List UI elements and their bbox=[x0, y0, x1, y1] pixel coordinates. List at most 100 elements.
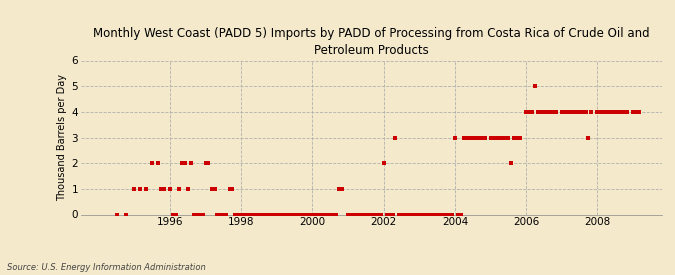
Point bbox=[586, 110, 597, 114]
Point bbox=[390, 135, 401, 140]
Point bbox=[194, 212, 205, 217]
Point bbox=[280, 212, 291, 217]
Point bbox=[354, 212, 365, 217]
Point bbox=[414, 212, 425, 217]
Point bbox=[500, 135, 511, 140]
Point bbox=[545, 110, 556, 114]
Point bbox=[426, 212, 437, 217]
Point bbox=[420, 212, 431, 217]
Point bbox=[506, 161, 516, 165]
Point bbox=[245, 212, 256, 217]
Point bbox=[616, 110, 626, 114]
Point bbox=[313, 212, 324, 217]
Point bbox=[630, 110, 641, 114]
Point bbox=[207, 187, 217, 191]
Point bbox=[265, 212, 276, 217]
Point bbox=[447, 212, 458, 217]
Point bbox=[304, 212, 315, 217]
Point bbox=[277, 212, 288, 217]
Point bbox=[503, 135, 514, 140]
Point bbox=[182, 187, 193, 191]
Point bbox=[180, 161, 190, 165]
Point bbox=[221, 212, 232, 217]
Point bbox=[188, 212, 199, 217]
Point bbox=[512, 135, 522, 140]
Point bbox=[405, 212, 416, 217]
Point bbox=[429, 212, 439, 217]
Title: Monthly West Coast (PADD 5) Imports by PADD of Processing from Costa Rica of Cru: Monthly West Coast (PADD 5) Imports by P… bbox=[93, 27, 649, 57]
Point bbox=[352, 212, 362, 217]
Point bbox=[322, 212, 333, 217]
Point bbox=[316, 212, 327, 217]
Point bbox=[248, 212, 259, 217]
Point bbox=[129, 187, 140, 191]
Point bbox=[536, 110, 547, 114]
Point bbox=[539, 110, 549, 114]
Point bbox=[580, 110, 591, 114]
Point bbox=[378, 161, 389, 165]
Point bbox=[360, 212, 371, 217]
Point bbox=[384, 212, 395, 217]
Point bbox=[200, 161, 211, 165]
Point bbox=[363, 212, 374, 217]
Point bbox=[435, 212, 446, 217]
Point bbox=[509, 135, 520, 140]
Point bbox=[209, 187, 220, 191]
Text: Source: U.S. Energy Information Administration: Source: U.S. Energy Information Administ… bbox=[7, 263, 205, 272]
Point bbox=[524, 110, 535, 114]
Y-axis label: Thousand Barrels per Day: Thousand Barrels per Day bbox=[57, 74, 68, 201]
Point bbox=[372, 212, 383, 217]
Point bbox=[331, 212, 342, 217]
Point bbox=[319, 212, 329, 217]
Point bbox=[628, 110, 639, 114]
Point bbox=[203, 161, 214, 165]
Point bbox=[622, 110, 632, 114]
Point bbox=[438, 212, 449, 217]
Point bbox=[307, 212, 318, 217]
Point bbox=[473, 135, 484, 140]
Point bbox=[292, 212, 303, 217]
Point bbox=[526, 110, 537, 114]
Point bbox=[441, 212, 452, 217]
Point bbox=[171, 212, 182, 217]
Point bbox=[432, 212, 443, 217]
Point bbox=[550, 110, 561, 114]
Point bbox=[491, 135, 502, 140]
Point bbox=[613, 110, 624, 114]
Point bbox=[224, 187, 235, 191]
Point bbox=[610, 110, 620, 114]
Point bbox=[274, 212, 285, 217]
Point bbox=[574, 110, 585, 114]
Point bbox=[186, 161, 196, 165]
Point bbox=[218, 212, 229, 217]
Point bbox=[411, 212, 422, 217]
Point bbox=[358, 212, 369, 217]
Point bbox=[197, 212, 208, 217]
Point bbox=[533, 110, 543, 114]
Point bbox=[595, 110, 605, 114]
Point bbox=[153, 161, 163, 165]
Point bbox=[290, 212, 300, 217]
Point bbox=[568, 110, 579, 114]
Point bbox=[416, 212, 427, 217]
Point bbox=[547, 110, 558, 114]
Point bbox=[521, 110, 532, 114]
Point bbox=[284, 212, 294, 217]
Point bbox=[583, 135, 594, 140]
Point bbox=[147, 161, 158, 165]
Point bbox=[607, 110, 618, 114]
Point bbox=[456, 212, 466, 217]
Point bbox=[173, 187, 184, 191]
Point bbox=[269, 212, 279, 217]
Point bbox=[479, 135, 490, 140]
Point bbox=[334, 187, 345, 191]
Point bbox=[488, 135, 499, 140]
Point bbox=[254, 212, 265, 217]
Point bbox=[296, 212, 306, 217]
Point bbox=[165, 187, 176, 191]
Point bbox=[242, 212, 252, 217]
Point bbox=[601, 110, 612, 114]
Point bbox=[236, 212, 246, 217]
Point bbox=[346, 212, 356, 217]
Point bbox=[212, 212, 223, 217]
